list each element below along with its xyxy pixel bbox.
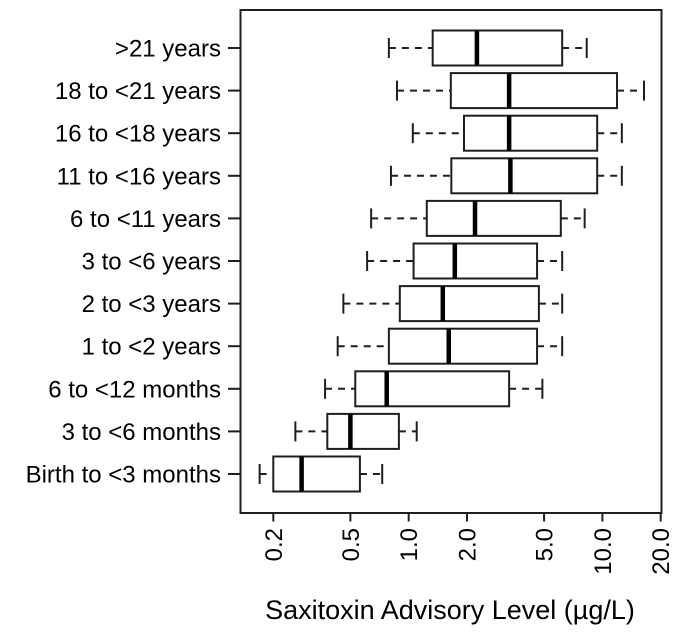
x-axis-title: Saxitoxin Advisory Level (µg/L) bbox=[265, 595, 635, 625]
plot-layer: 0.2 0.5 1.0 2.0 5.0 10.0 20.0 >21 years 18 to <2… bbox=[26, 9, 675, 575]
iqr-box bbox=[387, 327, 539, 365]
x-tick-label: 20.0 bbox=[648, 528, 675, 575]
category-label: >21 years bbox=[115, 36, 221, 63]
category-label: 2 to <3 years bbox=[82, 291, 221, 318]
iqr-box bbox=[431, 29, 564, 67]
iqr-box bbox=[326, 412, 400, 450]
category-label: 3 to <6 months bbox=[62, 419, 221, 446]
iqr-box bbox=[272, 455, 361, 493]
category-label: 6 to <12 months bbox=[48, 376, 221, 403]
category-label: 3 to <6 years bbox=[82, 249, 221, 276]
category-label: 18 to <21 years bbox=[55, 78, 221, 105]
x-tick-label: 0.5 bbox=[338, 528, 365, 561]
x-tick-label: 10.0 bbox=[590, 528, 617, 575]
category-label: 1 to <2 years bbox=[82, 334, 221, 361]
category-label: 16 to <18 years bbox=[55, 121, 221, 148]
x-tick-label: 5.0 bbox=[532, 528, 559, 561]
iqr-box bbox=[450, 157, 599, 195]
x-tick-label: 0.2 bbox=[261, 528, 288, 561]
x-tick-label: 1.0 bbox=[396, 528, 423, 561]
iqr-box bbox=[463, 114, 599, 152]
iqr-box bbox=[425, 199, 562, 237]
plot-frame bbox=[239, 9, 663, 514]
category-label: Birth to <3 months bbox=[26, 462, 221, 489]
iqr-box bbox=[354, 370, 511, 408]
x-tick-label: 2.0 bbox=[455, 528, 482, 561]
category-label: 11 to <16 years bbox=[57, 163, 221, 190]
iqr-box bbox=[412, 242, 539, 280]
iqr-box bbox=[398, 285, 540, 323]
category-label: 6 to <11 years bbox=[70, 206, 221, 233]
iqr-box bbox=[449, 72, 619, 110]
